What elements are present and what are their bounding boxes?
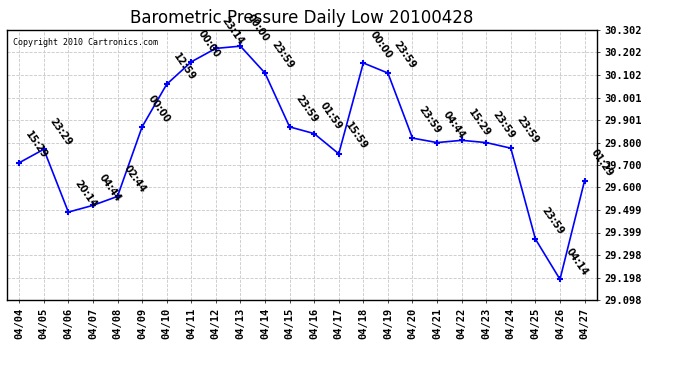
Text: 23:29: 23:29 bbox=[48, 116, 74, 147]
Text: 02:44: 02:44 bbox=[121, 163, 148, 194]
Text: 04:44: 04:44 bbox=[441, 109, 467, 140]
Text: 15:59: 15:59 bbox=[343, 120, 369, 152]
Text: 01:29: 01:29 bbox=[589, 147, 615, 178]
Text: 00:00: 00:00 bbox=[146, 94, 172, 125]
Text: 23:59: 23:59 bbox=[269, 40, 295, 71]
Text: 04:44: 04:44 bbox=[97, 172, 123, 203]
Text: 15:29: 15:29 bbox=[23, 129, 49, 160]
Text: 00:00: 00:00 bbox=[368, 30, 393, 61]
Text: 23:59: 23:59 bbox=[294, 94, 319, 125]
Title: Barometric Pressure Daily Low 20100428: Barometric Pressure Daily Low 20100428 bbox=[130, 9, 473, 27]
Text: 12:59: 12:59 bbox=[171, 51, 197, 82]
Text: 15:29: 15:29 bbox=[466, 107, 492, 138]
Text: 04:14: 04:14 bbox=[564, 246, 590, 277]
Text: 23:59: 23:59 bbox=[515, 115, 541, 146]
Text: 00:00: 00:00 bbox=[244, 13, 270, 44]
Text: 00:00: 00:00 bbox=[195, 28, 221, 60]
Text: 23:59: 23:59 bbox=[392, 40, 418, 71]
Text: 23:59: 23:59 bbox=[540, 206, 566, 237]
Text: 23:59: 23:59 bbox=[417, 105, 442, 136]
Text: 23:59: 23:59 bbox=[491, 109, 516, 140]
Text: 01:59: 01:59 bbox=[318, 100, 344, 132]
Text: 20:14: 20:14 bbox=[72, 179, 99, 210]
Text: 23:14: 23:14 bbox=[220, 15, 246, 46]
Text: Copyright 2010 Cartronics.com: Copyright 2010 Cartronics.com bbox=[13, 38, 158, 47]
